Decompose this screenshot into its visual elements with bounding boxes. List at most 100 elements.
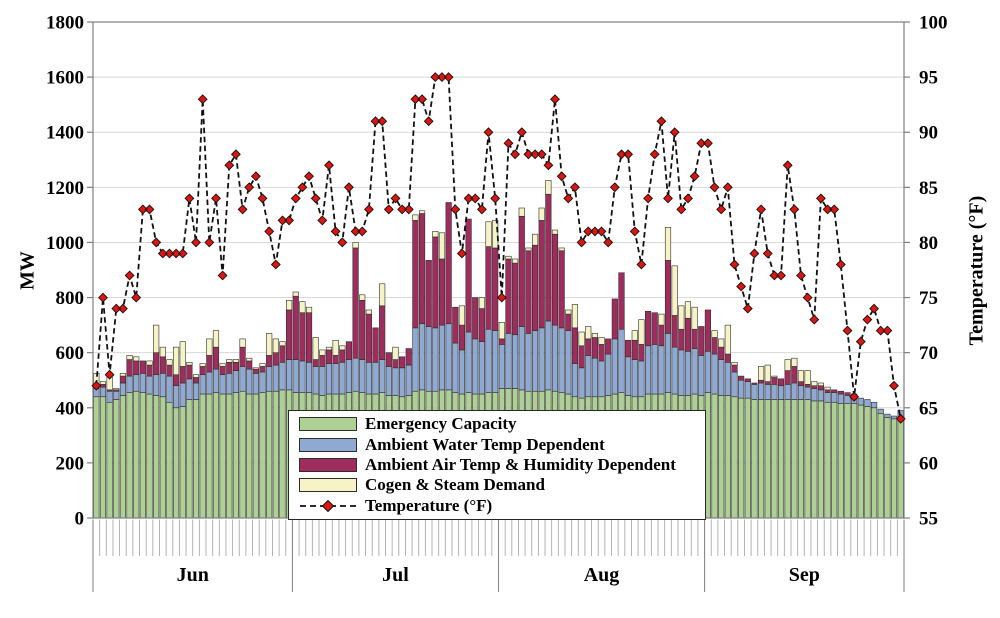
bar-segment xyxy=(239,346,246,367)
bar-segment xyxy=(106,390,113,403)
bar-segment xyxy=(571,327,579,364)
right-axis-tick-label: 85 xyxy=(919,178,938,199)
bar-segment xyxy=(186,364,193,380)
bar-segment xyxy=(751,399,758,519)
bar-segment xyxy=(186,378,193,400)
left-axis-tick-label: 400 xyxy=(56,398,85,419)
bar-segment xyxy=(438,324,446,391)
bar-segment xyxy=(784,384,791,400)
bar-segment xyxy=(458,324,466,351)
bar-segment xyxy=(332,363,339,395)
bar-segment xyxy=(312,359,319,367)
bar-segment xyxy=(545,320,552,391)
bar-segment xyxy=(498,338,505,345)
bar-segment xyxy=(571,304,579,329)
bar-segment xyxy=(518,326,525,391)
bar-segment xyxy=(844,392,851,396)
right-axis-title: Temperature (°F) xyxy=(965,195,988,346)
bar-segment xyxy=(119,375,126,384)
bar-segment xyxy=(246,357,253,362)
bar-segment xyxy=(113,388,120,391)
bar-segment xyxy=(611,298,618,340)
bar-segment xyxy=(525,250,532,334)
bar-segment xyxy=(252,373,259,395)
bar-segment xyxy=(139,360,146,374)
bar-segment xyxy=(638,360,645,398)
legend-swatch-icon xyxy=(299,478,357,493)
bar-segment xyxy=(99,381,107,385)
bar-segment xyxy=(266,333,273,356)
bar-segment xyxy=(585,355,592,398)
bar-segment xyxy=(279,362,286,391)
bar-segment xyxy=(718,395,725,519)
bar-segment xyxy=(179,382,186,407)
bar-segment xyxy=(804,399,811,519)
bar-segment xyxy=(605,338,612,355)
bar-segment xyxy=(551,229,559,235)
bar-segment xyxy=(352,247,359,359)
bar-segment xyxy=(538,327,545,392)
bar-segment xyxy=(472,338,479,395)
bar-segment xyxy=(299,312,306,362)
bar-segment xyxy=(591,357,598,398)
bar-segment xyxy=(678,349,685,396)
bar-segment xyxy=(279,389,286,519)
bar-segment xyxy=(512,334,519,389)
bar-segment xyxy=(724,362,731,396)
bar-segment xyxy=(871,401,878,409)
bar-segment xyxy=(771,399,778,519)
bar-segment xyxy=(777,378,785,387)
temperature-line xyxy=(95,76,902,419)
bar-segment xyxy=(558,250,565,329)
bar-segment xyxy=(678,328,685,351)
bar-segment xyxy=(286,309,293,360)
bar-segment xyxy=(485,328,492,393)
bar-segment xyxy=(718,338,725,348)
bar-segment xyxy=(153,395,160,519)
bar-segment xyxy=(325,363,333,395)
bar-segment xyxy=(664,226,672,261)
right-axis-tick-label: 75 xyxy=(919,288,938,309)
bar-segment xyxy=(458,349,466,395)
bar-segment xyxy=(651,344,658,395)
bar-segment xyxy=(571,363,579,398)
bar-segment xyxy=(565,309,572,315)
bar-segment xyxy=(478,308,485,342)
bar-segment xyxy=(545,180,552,195)
bar-segment xyxy=(711,337,718,355)
bar-series-4 xyxy=(93,180,831,391)
bar-segment xyxy=(432,327,439,392)
bar-segment xyxy=(352,357,359,392)
bar-segment xyxy=(173,407,180,519)
bar-segment xyxy=(246,360,253,370)
legend-swatch-icon xyxy=(299,437,357,452)
bar-segment xyxy=(691,348,698,395)
bar-segment xyxy=(724,324,731,355)
bar-segment xyxy=(425,326,432,392)
bar-segment xyxy=(698,355,705,396)
bar-segment xyxy=(206,371,213,395)
bar-segment xyxy=(345,359,353,393)
bar-segment xyxy=(811,400,818,519)
bar-segment xyxy=(365,309,372,315)
bar-segment xyxy=(851,403,858,519)
bar-segment xyxy=(751,382,758,385)
bar-segment xyxy=(379,305,386,360)
bar-segment xyxy=(199,393,206,519)
bar-segment xyxy=(246,368,253,395)
bar-segment xyxy=(631,359,638,398)
bar-segment xyxy=(611,338,618,395)
bar-segment xyxy=(365,313,372,363)
bar-segment xyxy=(671,315,678,348)
right-axis-tick-label: 100 xyxy=(919,13,948,34)
bar-segment xyxy=(565,330,572,395)
bar-segment xyxy=(126,375,133,393)
bar-segment xyxy=(724,395,731,519)
bar-segment xyxy=(797,370,805,382)
bar-segment xyxy=(192,382,200,400)
bar-segment xyxy=(691,328,698,349)
bar-segment xyxy=(325,349,333,364)
bar-segment xyxy=(166,375,173,403)
bar-segment xyxy=(492,220,499,249)
bar-segment xyxy=(817,382,824,387)
